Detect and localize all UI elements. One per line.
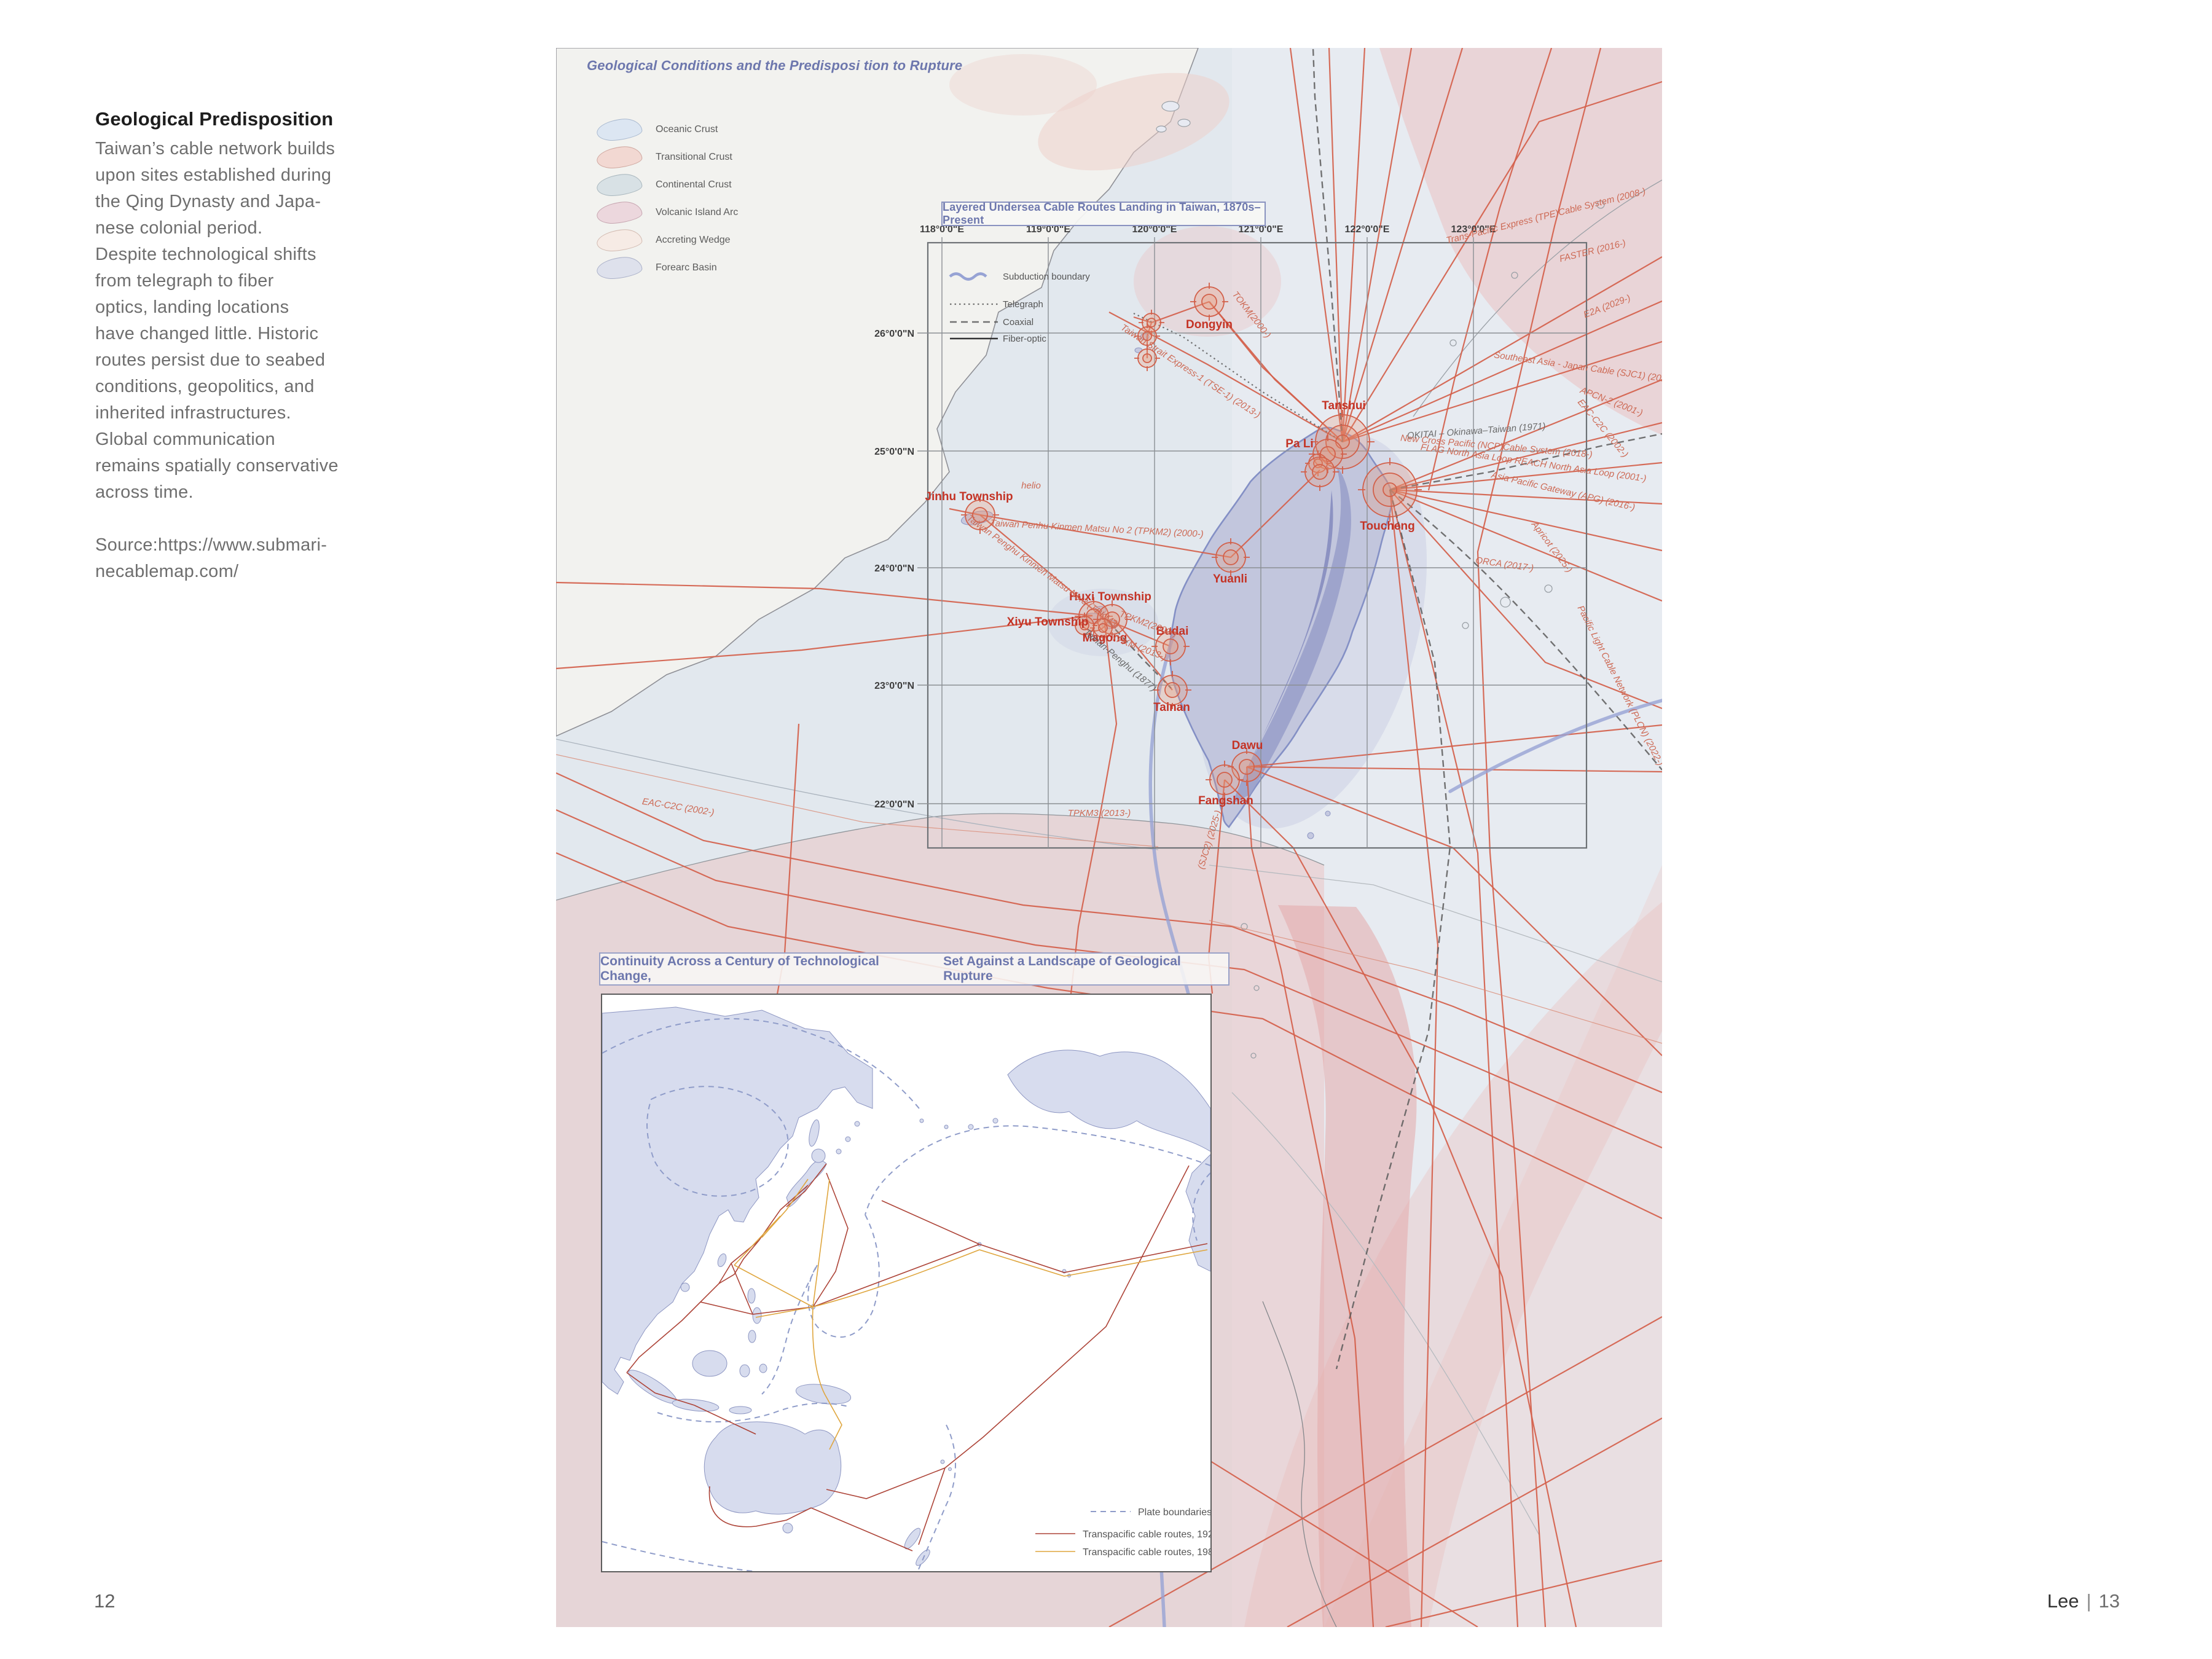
paragraph-line: inherited infrastructures. [95, 403, 291, 423]
page-number-separator: | [2086, 1590, 2092, 1612]
geology-legend-label: Transitional Crust [656, 151, 732, 162]
author-name: Lee [2047, 1590, 2079, 1612]
cable-label: helio [1021, 480, 1041, 491]
inset-landmasses [602, 1006, 1211, 1566]
geology-legend-row: Transitional Crust [595, 143, 738, 171]
inset-legend-label: Transpacific cable routes, 1922 [1083, 1529, 1210, 1540]
landing-label: Fangshan [1198, 794, 1253, 807]
source-line: Source:https://www.submari- [95, 535, 327, 555]
inset-title-part2: Set Against a Landscape of Geological Ru… [943, 954, 1181, 983]
landing-label: Magong [1083, 632, 1128, 645]
landing-label: Jinhu Township [925, 490, 1013, 503]
lat-label: 24°0'0"N [874, 563, 914, 574]
page-number-left: 12 [94, 1590, 116, 1612]
volcanic-island-arc-swatch [595, 199, 643, 226]
inset-legend-label: Plate boundaries [1138, 1507, 1210, 1518]
paragraph-line: upon sites established during [95, 165, 332, 185]
main-map-panel: 118°0'0"E 119°0'0"E 120°0'0"E 121°0'0"E … [556, 48, 1662, 1627]
geology-legend-label: Continental Crust [656, 179, 732, 190]
landing-label: Toucheng [1360, 520, 1414, 533]
paragraph-line: Despite technological shifts [95, 245, 316, 264]
inset-legend: Plate boundaries Transpacific cable rout… [1035, 1507, 1219, 1558]
geology-legend-label: Forearc Basin [656, 262, 717, 273]
geology-legend-label: Oceanic Crust [656, 124, 718, 135]
lat-label: 23°0'0"N [874, 681, 914, 691]
lon-label: 118°0'0"E [920, 224, 964, 235]
map-title: Geological Conditions and the Predisposi… [587, 58, 963, 73]
legend-label-telegraph: Telegraph [1003, 299, 1043, 310]
geology-legend-label: Accreting Wedge [656, 234, 731, 245]
geology-legend-row: Continental Crust [595, 171, 738, 198]
paragraph-line: routes persist due to seabed [95, 350, 326, 370]
subduction-swatch [949, 272, 987, 281]
lon-label: 123°0'0"E [1451, 224, 1496, 235]
cable-label: TPKM3 (2013-) [1068, 808, 1131, 818]
page-number-right: Lee | 13 [2047, 1590, 2120, 1612]
lat-label: 25°0'0"N [874, 447, 914, 457]
lon-label: 121°0'0"E [1239, 224, 1284, 235]
geology-legend-row: Oceanic Crust [595, 116, 738, 143]
paragraph-line: Taiwan’s cable network builds [95, 139, 335, 159]
geology-legend: Oceanic Crust Transitional Crust Contine… [595, 116, 739, 281]
paragraph-line: optics, landing locations [95, 297, 289, 317]
inset-map-svg: Plate boundaries Transpacific cable rout… [602, 1006, 1219, 1573]
legend-label-subduction: Subduction boundary [1003, 272, 1090, 282]
landing-label: Tanshui [1322, 399, 1365, 412]
inset-map-title-box: Continuity Across a Century of Technolog… [599, 952, 1230, 986]
landing-label: Yuanli [1213, 573, 1247, 586]
lat-label: 22°0'0"N [874, 799, 914, 810]
landing-label: Xiyu Township [1007, 616, 1089, 629]
paragraph-line: Global communication [95, 429, 275, 449]
forearc-basin-swatch [595, 254, 643, 281]
landing-label: Budai [1156, 625, 1189, 638]
lon-label: 122°0'0"E [1345, 224, 1390, 235]
section-heading: Geological Predisposition [95, 108, 334, 130]
inset-world-map: Plate boundaries Transpacific cable rout… [601, 994, 1219, 1573]
geology-legend-row: Forearc Basin [595, 254, 738, 281]
landing-label: Pa Li [1285, 437, 1313, 450]
route-type-legend: Subduction boundary Telegraph Coaxial Fi… [949, 272, 1090, 344]
landing-label: Dawu [1232, 739, 1263, 752]
oceanic-crust-swatch [595, 116, 643, 143]
continental-crust-swatch [595, 171, 643, 198]
longitude-labels: 118°0'0"E 119°0'0"E 120°0'0"E 121°0'0"E … [920, 224, 1496, 235]
paragraph-line: nese colonial period. [95, 218, 263, 238]
paragraph-line: have changed little. Historic [95, 324, 319, 343]
page-number-value: 13 [2098, 1590, 2120, 1612]
latitude-labels: 26°0'0"N 25°0'0"N 24°0'0"N 23°0'0"N 22°0… [874, 329, 914, 810]
source-line: necablemap.com/ [95, 562, 239, 581]
paragraph-line: across time. [95, 482, 194, 502]
inset-1982-routes [734, 1179, 1208, 1450]
paragraph-line: the Qing Dynasty and Japa- [95, 192, 321, 211]
landing-label: Dongyin [1186, 318, 1233, 331]
paragraph-line: from telegraph to fiber [95, 271, 274, 291]
paragraph-line: conditions, geopolitics, and [95, 377, 315, 396]
paragraph-line: remains spatially conservative [95, 456, 339, 476]
lon-label: 119°0'0"E [1026, 224, 1070, 235]
legend-label-coaxial: Coaxial [1003, 317, 1033, 327]
inset-plate-boundaries [602, 1018, 1211, 1573]
geology-legend-row: Accreting Wedge [595, 226, 738, 254]
text-column: Geological Predisposition Taiwan’s cable… [95, 106, 402, 585]
geology-legend-label: Volcanic Island Arc [656, 206, 739, 218]
frame-map-title: Layered Undersea Cable Routes Landing in… [943, 201, 1261, 226]
inset-legend-label: Transpacific cable routes, 1982 [1083, 1547, 1210, 1558]
bathymetry-contours [556, 179, 1662, 1627]
legend-label-fiber: Fiber-optic [1003, 334, 1046, 344]
map-frame-graticule: 118°0'0"E 119°0'0"E 120°0'0"E 121°0'0"E … [874, 224, 1588, 849]
lat-label: 26°0'0"N [874, 329, 914, 339]
accreting-wedge-swatch [595, 227, 643, 253]
landing-label: Huxi Township [1069, 590, 1151, 603]
landing-site-labels: Dongyin Tanshui Pa Li Toucheng Yuanli Ji… [925, 318, 1414, 807]
lon-label: 120°0'0"E [1132, 224, 1177, 235]
landing-label: Tainan [1153, 701, 1190, 714]
geology-legend-row: Volcanic Island Arc [595, 198, 739, 226]
transitional-crust-swatch [595, 144, 643, 170]
frame-map-title-box: Layered Undersea Cable Routes Landing in… [941, 201, 1266, 226]
taiwan-island [1169, 426, 1393, 839]
inset-title-part1: Continuity Across a Century of Technolog… [600, 954, 879, 983]
